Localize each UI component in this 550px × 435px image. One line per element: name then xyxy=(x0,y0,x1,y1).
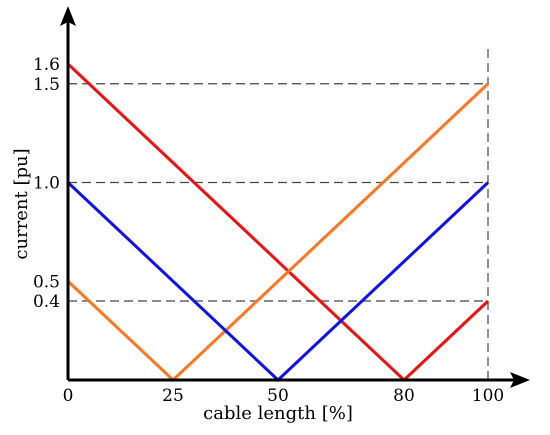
y-axis-title: current [pu] xyxy=(11,148,32,259)
series-lines xyxy=(66,62,490,383)
y-tick-label: 1.0 xyxy=(33,174,60,194)
y-tick-label: 1.5 xyxy=(33,75,60,95)
series-line xyxy=(66,62,490,383)
x-tick-label: 0 xyxy=(63,386,74,406)
x-tick-label: 80 xyxy=(393,386,415,406)
x-axis-title: cable length [%] xyxy=(203,403,353,424)
y-tick-label: 1.6 xyxy=(33,55,60,75)
tick-labels: 0 25 50 80 100 1.61.5 1.0 0.50.4 xyxy=(33,55,504,406)
reference-lines xyxy=(68,46,489,380)
x-tick-label: 50 xyxy=(267,386,289,406)
series-line xyxy=(66,82,490,383)
axes xyxy=(60,6,530,388)
x-tick-label: 100 xyxy=(472,386,504,406)
y-tick-label: 0.5 xyxy=(33,272,60,292)
y-axis-arrow-icon xyxy=(60,6,76,26)
x-axis-arrow-icon xyxy=(510,372,530,388)
x-tick-label: 25 xyxy=(162,386,184,406)
y-tick-label: 0.4 xyxy=(33,292,60,312)
